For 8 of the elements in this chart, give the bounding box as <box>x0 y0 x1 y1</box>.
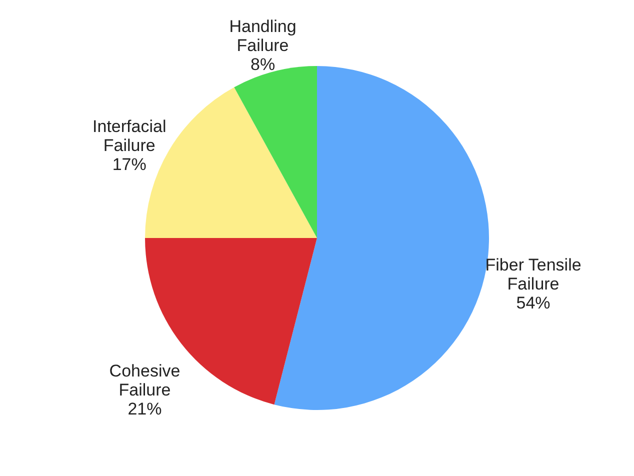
data-label: 17% <box>112 155 146 174</box>
slice-label: Interfacial Failure <box>92 117 166 156</box>
data-label: 54% <box>516 293 550 312</box>
data-label: 21% <box>128 400 162 419</box>
slice-label: Fiber Tensile Failure <box>485 255 582 294</box>
slice-label: Handling Failure <box>229 16 296 55</box>
slice-label: Cohesive Failure <box>109 362 180 400</box>
data-label: 8% <box>250 54 276 74</box>
